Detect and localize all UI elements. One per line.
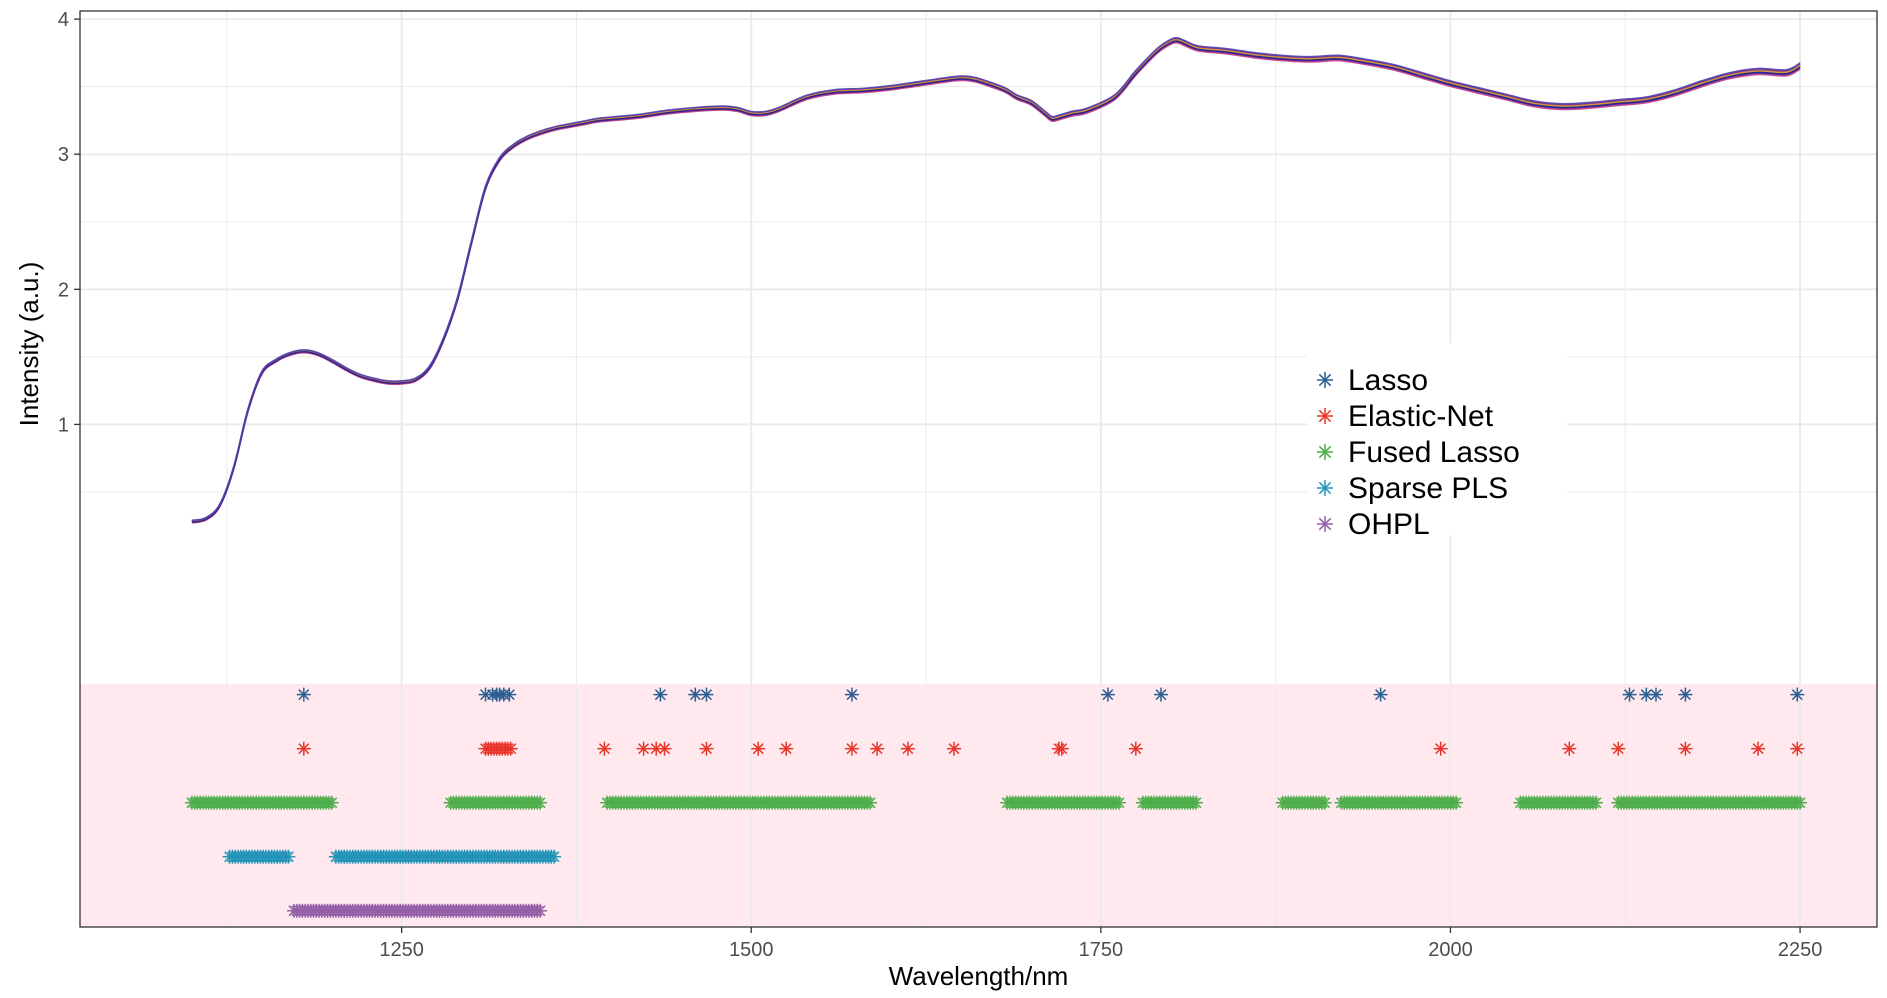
legend-background [1307,343,1567,535]
legend-key-icon [1317,480,1333,496]
spectra-curves [191,36,1801,524]
spectrum-curve [191,40,1801,523]
markers-elastic-net [296,741,1805,756]
selection-marker [1611,741,1626,756]
selection-markers [184,687,1808,918]
selection-marker [1793,795,1808,810]
selection-marker [1054,741,1069,756]
selection-marker [699,687,714,702]
legend-item: Sparse PLS [1317,472,1508,505]
selection-marker [1373,687,1388,702]
x-tick-label: 2000 [1428,939,1473,961]
legend-key-icon [1317,408,1333,424]
selection-marker [1317,795,1332,810]
selection-marker [844,741,859,756]
selection-marker [649,741,664,756]
selection-marker [281,849,296,864]
selection-marker [863,795,878,810]
selection-marker [1649,687,1663,702]
legend-item: Lasso [1317,364,1428,397]
selection-marker [1100,687,1115,702]
selection-marker [1128,741,1143,756]
selection-marker [1678,687,1693,702]
x-tick-label: 1500 [729,939,774,961]
legend-label: Lasso [1348,364,1428,397]
spectrum-curve [191,36,1801,522]
y-tick-label: 2 [58,279,69,301]
legend-key-icon [1317,516,1333,532]
legend-key-icon [1317,444,1333,460]
markers-ohpl [287,903,548,918]
legend-item: Fused Lasso [1317,436,1520,469]
selection-marker [324,795,339,810]
plot-panel [79,10,1878,928]
x-tick-label: 1750 [1079,939,1124,961]
selection-marker [597,741,612,756]
x-axis: 1250 1500 1750 2000 2250 [379,927,1822,961]
selection-marker [1154,687,1168,702]
selection-marker [502,687,517,702]
markers-lasso [296,687,1805,702]
selection-marker [844,687,859,702]
selection-marker [657,741,672,756]
selection-marker [533,903,548,918]
selection-marker [1790,687,1805,702]
selection-marker [870,741,885,756]
selection-marker [1588,795,1603,810]
selection-marker [699,741,714,756]
x-tick-label: 2250 [1778,939,1823,961]
y-axis: 1 2 3 4 [58,9,80,436]
selection-marker [653,687,668,702]
selection-marker [636,741,651,756]
selection-marker [1751,741,1766,756]
selection-marker [296,687,311,702]
selection-band [80,683,1877,927]
selection-marker [1189,795,1203,810]
legend-label: Sparse PLS [1348,472,1508,505]
selection-marker [947,741,961,756]
selection-marker [1622,687,1637,702]
selection-marker [503,741,518,756]
y-tick-label: 3 [58,144,69,166]
selection-marker [1112,795,1126,810]
x-axis-title: Wavelength/nm [889,961,1069,991]
selection-marker [751,741,766,756]
legend-item: OHPL [1317,508,1430,541]
selection-marker [779,741,794,756]
y-tick-label: 1 [58,414,69,436]
selection-marker [1678,741,1693,756]
legend-item: Elastic-Net [1317,400,1494,433]
markers-fused-lasso [184,795,1808,810]
selection-marker [1449,795,1464,810]
markers-sparse-pls [222,849,562,864]
grid [80,11,1877,927]
selection-marker [1790,741,1805,756]
y-tick-label: 4 [58,9,69,31]
spectrum-curve [191,41,1801,524]
y-axis-title: Intensity (a.u.) [14,262,44,427]
legend-key-icon [1317,372,1333,388]
panel-border [79,10,1878,928]
selection-marker [900,741,915,756]
legend-label: Fused Lasso [1348,436,1520,469]
x-tick-label: 1250 [379,939,424,961]
selection-marker [1562,741,1577,756]
selection-marker [1433,741,1448,756]
legend-label: Elastic-Net [1348,400,1494,433]
selection-marker [296,741,311,756]
legend-label: OHPL [1348,508,1430,541]
selection-marker [533,795,548,810]
selection-marker [547,849,562,864]
